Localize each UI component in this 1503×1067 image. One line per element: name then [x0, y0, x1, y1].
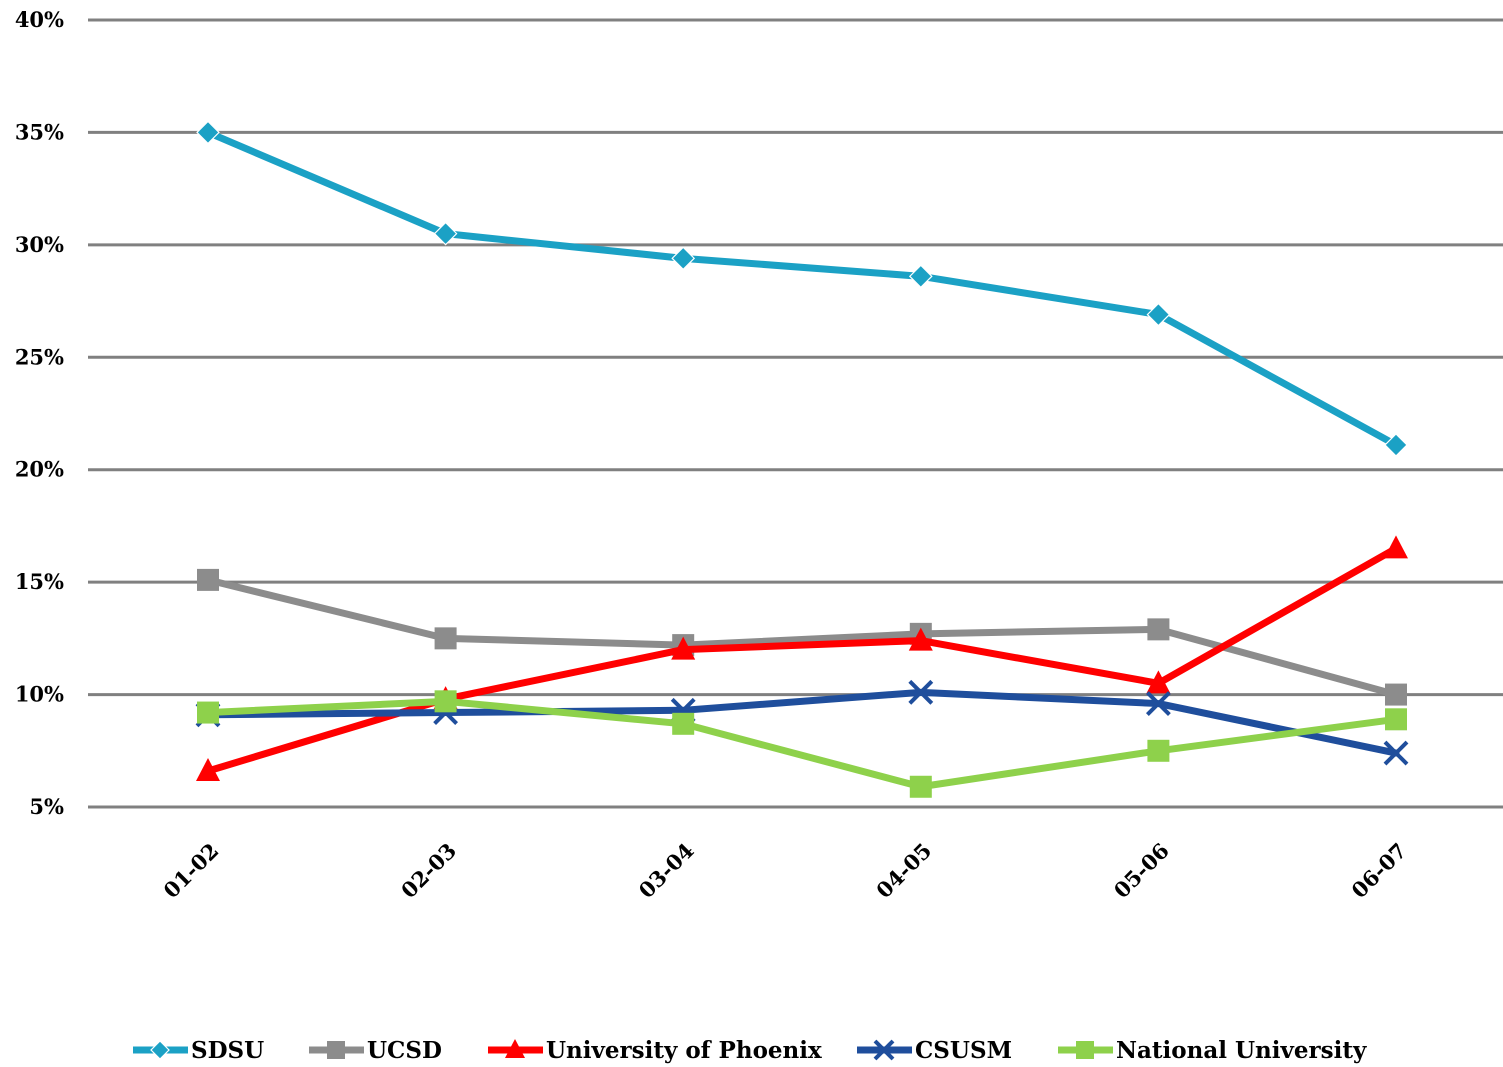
legend-label: SDSU	[191, 1037, 264, 1064]
data-point-marker	[1384, 433, 1408, 457]
x-tick-label: 06-07	[1346, 838, 1411, 903]
grid-layer	[88, 18, 1503, 809]
data-point-marker	[671, 636, 696, 660]
series-ucsd	[197, 568, 1407, 706]
series-line	[204, 576, 1400, 699]
data-point-marker	[671, 246, 696, 271]
data-point-marker	[908, 679, 934, 705]
y-tick-label: 5%	[29, 794, 64, 819]
x-tick-label: 04-05	[871, 838, 936, 903]
legend-label: National University	[1116, 1037, 1367, 1064]
data-point-marker	[1383, 740, 1409, 766]
data-point-marker	[908, 264, 933, 289]
data-point-marker	[197, 568, 219, 591]
data-point-marker	[505, 1039, 525, 1058]
series-national-university	[197, 690, 1407, 798]
y-tick-label: 10%	[15, 682, 64, 707]
data-point-marker	[1146, 670, 1171, 694]
x-tick-label: 02-03	[396, 838, 461, 903]
data-point-marker	[908, 627, 933, 651]
data-point-marker	[1147, 618, 1170, 641]
x-tick-label: 03-04	[634, 838, 699, 903]
data-point-marker	[327, 1041, 345, 1059]
y-tick-label: 15%	[15, 569, 64, 594]
data-point-marker	[1146, 302, 1171, 327]
y-axis-ticks: 5% 10% 15% 20% 25% 30% 35% 40%	[15, 7, 64, 819]
legend-item: CSUSM	[857, 1037, 1012, 1064]
legend-label: UCSD	[367, 1037, 442, 1064]
legend-item: National University	[1058, 1037, 1367, 1064]
data-point-marker	[1385, 708, 1407, 731]
y-tick-label: 30%	[15, 232, 64, 257]
data-point-marker	[434, 627, 457, 650]
data-point-marker	[1385, 683, 1407, 706]
legend: SDSU UCSD University of Phoenix CSUSM Nation…	[133, 1037, 1367, 1064]
x-tick-label: 05-06	[1109, 838, 1174, 903]
data-point-marker	[434, 690, 457, 713]
data-point-marker	[1384, 535, 1408, 559]
data-point-marker	[197, 701, 219, 724]
data-point-marker	[672, 712, 695, 735]
series-layer	[195, 120, 1409, 798]
legend-item: SDSU	[133, 1037, 264, 1064]
y-tick-label: 35%	[15, 119, 64, 144]
data-point-marker	[1147, 739, 1170, 762]
series-line	[204, 128, 1400, 449]
data-point-marker	[150, 1040, 170, 1060]
data-point-marker	[196, 120, 220, 145]
series-sdsu	[196, 120, 1408, 457]
y-tick-label: 20%	[15, 457, 64, 482]
series-line	[204, 697, 1400, 791]
data-point-marker	[873, 1039, 895, 1061]
x-tick-label: 01-02	[158, 838, 223, 903]
data-point-marker	[1076, 1041, 1094, 1059]
data-point-marker	[196, 758, 220, 782]
data-point-marker	[433, 221, 458, 246]
y-tick-label: 40%	[15, 7, 64, 32]
series-line	[204, 688, 1400, 757]
x-axis-ticks: 01-02 02-03 03-04 04-05 05-06 06-07	[158, 838, 1411, 903]
data-point-marker	[1145, 691, 1171, 716]
legend-item: University of Phoenix	[488, 1037, 822, 1064]
legend-label: University of Phoenix	[546, 1037, 822, 1064]
data-point-marker	[909, 775, 932, 798]
legend-label: CSUSM	[915, 1037, 1012, 1064]
y-tick-label: 25%	[15, 344, 64, 369]
legend-item: UCSD	[309, 1037, 442, 1064]
